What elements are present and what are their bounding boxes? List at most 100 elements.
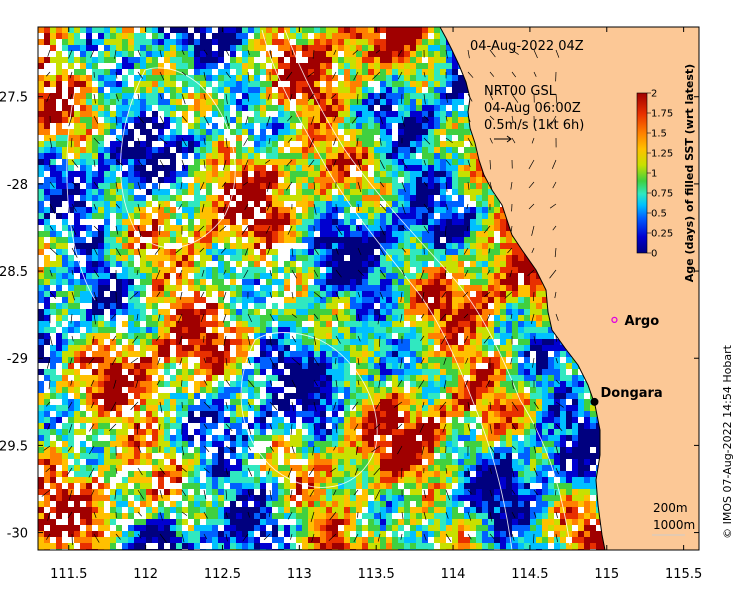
sst-pixel: [272, 93, 278, 99]
sst-pixel: [434, 159, 440, 165]
sst-pixel: [62, 33, 68, 39]
sst-pixel: [206, 237, 212, 243]
sst-pixel: [380, 219, 386, 225]
sst-pixel: [98, 75, 104, 81]
sst-pixel: [410, 147, 416, 153]
sst-pixel: [74, 225, 80, 231]
sst-pixel: [512, 291, 518, 297]
sst-pixel: [104, 147, 110, 153]
sst-pixel: [104, 213, 110, 219]
sst-pixel: [44, 213, 50, 219]
sst-pixel: [230, 243, 236, 249]
sst-pixel: [410, 255, 416, 261]
sst-pixel: [290, 351, 296, 357]
sst-pixel: [494, 327, 500, 333]
sst-pixel: [74, 159, 80, 165]
sst-pixel: [416, 243, 422, 249]
sst-pixel: [530, 321, 536, 327]
sst-pixel: [320, 363, 326, 369]
sst-pixel: [422, 369, 428, 375]
sst-pixel: [392, 321, 398, 327]
sst-pixel: [182, 261, 188, 267]
sst-pixel: [146, 357, 152, 363]
sst-pixel: [362, 207, 368, 213]
sst-pixel: [338, 195, 344, 201]
sst-pixel: [356, 123, 362, 129]
sst-pixel: [440, 81, 446, 87]
sst-pixel: [158, 321, 164, 327]
sst-pixel: [410, 303, 416, 309]
sst-pixel: [464, 171, 470, 177]
sst-pixel: [302, 279, 308, 285]
sst-pixel: [134, 123, 140, 129]
sst-pixel: [344, 231, 350, 237]
sst-pixel: [500, 249, 506, 255]
sst-pixel: [50, 141, 56, 147]
sst-pixel: [176, 39, 182, 45]
sst-pixel: [68, 309, 74, 315]
sst-pixel: [404, 117, 410, 123]
sst-pixel: [296, 345, 302, 351]
sst-pixel: [296, 327, 302, 333]
sst-pixel: [320, 117, 326, 123]
sst-pixel: [410, 195, 416, 201]
sst-pixel: [236, 339, 242, 345]
sst-pixel: [140, 177, 146, 183]
sst-pixel: [398, 333, 404, 339]
sst-pixel: [356, 231, 362, 237]
sst-pixel: [530, 285, 536, 291]
sst-pixel: [86, 207, 92, 213]
sst-pixel: [446, 267, 452, 273]
sst-pixel: [242, 249, 248, 255]
sst-pixel: [68, 171, 74, 177]
sst-pixel: [164, 177, 170, 183]
sst-pixel: [260, 27, 266, 33]
sst-pixel: [446, 333, 452, 339]
sst-pixel: [182, 51, 188, 57]
sst-pixel: [212, 159, 218, 165]
sst-pixel: [104, 33, 110, 39]
sst-pixel: [164, 171, 170, 177]
sst-pixel: [194, 261, 200, 267]
sst-pixel: [314, 213, 320, 219]
sst-pixel: [92, 39, 98, 45]
sst-pixel: [98, 111, 104, 117]
sst-pixel: [350, 153, 356, 159]
sst-pixel: [260, 159, 266, 165]
sst-pixel: [218, 177, 224, 183]
sst-pixel: [50, 171, 56, 177]
sst-pixel: [242, 171, 248, 177]
sst-pixel: [224, 219, 230, 225]
sst-pixel: [206, 285, 212, 291]
sst-pixel: [266, 135, 272, 141]
sst-pixel: [524, 333, 530, 339]
sst-pixel: [356, 135, 362, 141]
sst-pixel: [182, 297, 188, 303]
sst-pixel: [332, 309, 338, 315]
sst-pixel: [410, 129, 416, 135]
sst-pixel: [512, 273, 518, 279]
sst-pixel: [128, 117, 134, 123]
sst-pixel: [350, 273, 356, 279]
sst-pixel: [434, 237, 440, 243]
sst-pixel: [422, 195, 428, 201]
sst-pixel: [38, 111, 44, 117]
sst-pixel: [110, 51, 116, 57]
sst-pixel: [446, 81, 452, 87]
sst-pixel: [386, 351, 392, 357]
sst-pixel: [446, 309, 452, 315]
sst-pixel: [404, 303, 410, 309]
sst-pixel: [476, 207, 482, 213]
sst-pixel: [254, 219, 260, 225]
sst-pixel: [50, 357, 56, 363]
sst-pixel: [410, 321, 416, 327]
sst-pixel: [314, 117, 320, 123]
sst-pixel: [200, 243, 206, 249]
sst-pixel: [446, 327, 452, 333]
sst-pixel: [260, 315, 266, 321]
sst-pixel: [188, 303, 194, 309]
sst-pixel: [296, 315, 302, 321]
sst-pixel: [362, 267, 368, 273]
sst-pixel: [416, 63, 422, 69]
sst-pixel: [38, 153, 44, 159]
